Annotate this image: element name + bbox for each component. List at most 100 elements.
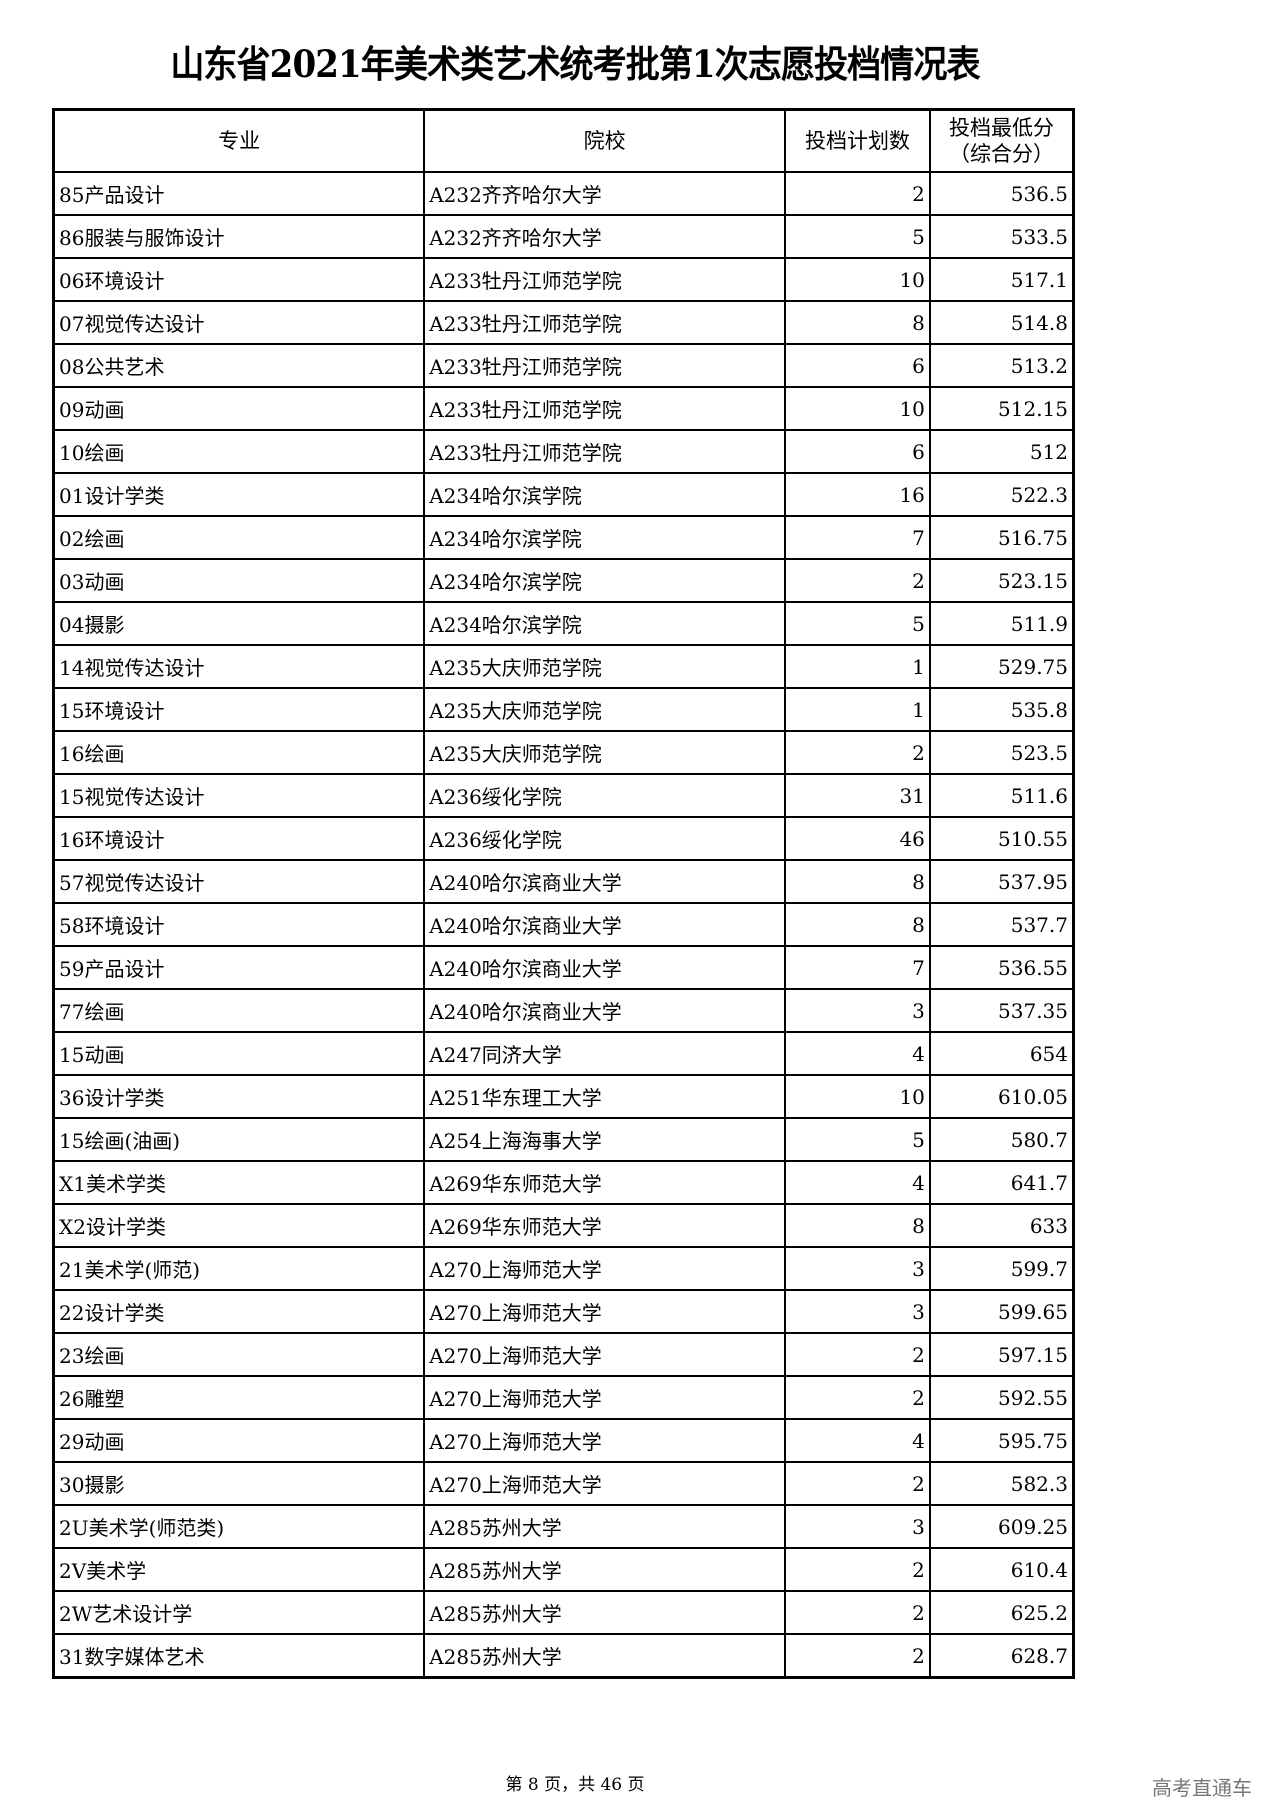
cell-min-score: 537.95 — [928, 859, 1075, 904]
cell-plan-count: 3 — [784, 1289, 931, 1334]
cell-school: A234哈尔滨学院 — [423, 472, 787, 517]
cell-major: 85产品设计 — [52, 171, 426, 216]
cell-school: A270上海师范大学 — [423, 1289, 787, 1334]
cell-school: A233牡丹江师范学院 — [423, 257, 787, 302]
cell-school: A285苏州大学 — [423, 1633, 787, 1679]
table-row: 06环境设计 A233牡丹江师范学院 10 517.1 — [52, 257, 1075, 302]
cell-plan-count: 2 — [784, 1633, 931, 1679]
cell-major: 23绘画 — [52, 1332, 426, 1377]
table-row: 36设计学类 A251华东理工大学 10 610.05 — [52, 1074, 1075, 1119]
cell-major: 59产品设计 — [52, 945, 426, 990]
cell-major: 30摄影 — [52, 1461, 426, 1506]
cell-min-score: 537.35 — [928, 988, 1075, 1033]
cell-plan-count: 10 — [784, 1074, 931, 1119]
cell-plan-count: 6 — [784, 343, 931, 388]
cell-school: A247同济大学 — [423, 1031, 787, 1076]
table-row: 86服装与服饰设计 A232齐齐哈尔大学 5 533.5 — [52, 214, 1075, 259]
cell-plan-count: 7 — [784, 945, 931, 990]
cell-min-score: 537.7 — [928, 902, 1075, 947]
cell-school: A234哈尔滨学院 — [423, 558, 787, 603]
cell-min-score: 529.75 — [928, 644, 1075, 689]
cell-major: X1美术学类 — [52, 1160, 426, 1205]
table-row: 16绘画 A235大庆师范学院 2 523.5 — [52, 730, 1075, 775]
cell-plan-count: 6 — [784, 429, 931, 474]
cell-min-score: 592.55 — [928, 1375, 1075, 1420]
cell-min-score: 633 — [928, 1203, 1075, 1248]
cell-major: 58环境设计 — [52, 902, 426, 947]
table-row: 31数字媒体艺术 A285苏州大学 2 628.7 — [52, 1633, 1075, 1679]
cell-plan-count: 3 — [784, 1504, 931, 1549]
cell-school: A285苏州大学 — [423, 1547, 787, 1592]
cell-plan-count: 46 — [784, 816, 931, 861]
cell-school: A269华东师范大学 — [423, 1203, 787, 1248]
cell-school: A232齐齐哈尔大学 — [423, 171, 787, 216]
admission-table: 专业 院校 投档计划数 投档最低分 （综合分） 85产品设计 A232齐齐哈尔大学… — [52, 108, 1075, 1679]
cell-school: A240哈尔滨商业大学 — [423, 945, 787, 990]
cell-plan-count: 4 — [784, 1160, 931, 1205]
table-row: 16环境设计 A236绥化学院 46 510.55 — [52, 816, 1075, 861]
cell-plan-count: 2 — [784, 1375, 931, 1420]
cell-school: A270上海师范大学 — [423, 1418, 787, 1463]
table-row: 58环境设计 A240哈尔滨商业大学 8 537.7 — [52, 902, 1075, 947]
cell-min-score: 536.55 — [928, 945, 1075, 990]
cell-school: A233牡丹江师范学院 — [423, 386, 787, 431]
table-row: 10绘画 A233牡丹江师范学院 6 512 — [52, 429, 1075, 474]
header-plan-count: 投档计划数 — [784, 108, 931, 173]
table-row: 15绘画(油画) A254上海海事大学 5 580.7 — [52, 1117, 1075, 1162]
cell-min-score: 536.5 — [928, 171, 1075, 216]
cell-plan-count: 5 — [784, 1117, 931, 1162]
cell-min-score: 512.15 — [928, 386, 1075, 431]
cell-min-score: 599.65 — [928, 1289, 1075, 1334]
table-row: 03动画 A234哈尔滨学院 2 523.15 — [52, 558, 1075, 603]
table-row: 59产品设计 A240哈尔滨商业大学 7 536.55 — [52, 945, 1075, 990]
cell-min-score: 582.3 — [928, 1461, 1075, 1506]
table-row: 2V美术学 A285苏州大学 2 610.4 — [52, 1547, 1075, 1592]
cell-major: 77绘画 — [52, 988, 426, 1033]
cell-major: 2W艺术设计学 — [52, 1590, 426, 1635]
table-row: 15环境设计 A235大庆师范学院 1 535.8 — [52, 687, 1075, 732]
cell-major: 57视觉传达设计 — [52, 859, 426, 904]
header-major: 专业 — [52, 108, 426, 173]
cell-min-score: 580.7 — [928, 1117, 1075, 1162]
cell-min-score: 533.5 — [928, 214, 1075, 259]
cell-school: A233牡丹江师范学院 — [423, 300, 787, 345]
cell-major: 07视觉传达设计 — [52, 300, 426, 345]
cell-major: 26雕塑 — [52, 1375, 426, 1420]
cell-plan-count: 5 — [784, 214, 931, 259]
cell-major: 03动画 — [52, 558, 426, 603]
cell-plan-count: 2 — [784, 1590, 931, 1635]
cell-min-score: 535.8 — [928, 687, 1075, 732]
cell-plan-count: 4 — [784, 1031, 931, 1076]
table-row: 77绘画 A240哈尔滨商业大学 3 537.35 — [52, 988, 1075, 1033]
cell-school: A233牡丹江师范学院 — [423, 429, 787, 474]
cell-major: 2V美术学 — [52, 1547, 426, 1592]
cell-school: A236绥化学院 — [423, 773, 787, 818]
page-title: 山东省2021年美术类艺术统考批第1次志愿投档情况表 — [170, 42, 980, 86]
cell-major: 02绘画 — [52, 515, 426, 560]
cell-school: A236绥化学院 — [423, 816, 787, 861]
cell-min-score: 511.6 — [928, 773, 1075, 818]
cell-major: 16环境设计 — [52, 816, 426, 861]
cell-school: A235大庆师范学院 — [423, 644, 787, 689]
cell-school: A254上海海事大学 — [423, 1117, 787, 1162]
table-row: 22设计学类 A270上海师范大学 3 599.65 — [52, 1289, 1075, 1334]
table-row: 08公共艺术 A233牡丹江师范学院 6 513.2 — [52, 343, 1075, 388]
cell-school: A232齐齐哈尔大学 — [423, 214, 787, 259]
table-row: 57视觉传达设计 A240哈尔滨商业大学 8 537.95 — [52, 859, 1075, 904]
cell-plan-count: 2 — [784, 1332, 931, 1377]
table-row: 30摄影 A270上海师范大学 2 582.3 — [52, 1461, 1075, 1506]
cell-min-score: 597.15 — [928, 1332, 1075, 1377]
cell-school: A240哈尔滨商业大学 — [423, 988, 787, 1033]
cell-min-score: 517.1 — [928, 257, 1075, 302]
cell-min-score: 610.4 — [928, 1547, 1075, 1592]
cell-plan-count: 3 — [784, 1246, 931, 1291]
header-school: 院校 — [423, 108, 787, 173]
cell-school: A285苏州大学 — [423, 1504, 787, 1549]
table-row: 2W艺术设计学 A285苏州大学 2 625.2 — [52, 1590, 1075, 1635]
cell-plan-count: 2 — [784, 1547, 931, 1592]
cell-school: A235大庆师范学院 — [423, 730, 787, 775]
cell-plan-count: 10 — [784, 386, 931, 431]
cell-major: 2U美术学(师范类) — [52, 1504, 426, 1549]
table-row: 15视觉传达设计 A236绥化学院 31 511.6 — [52, 773, 1075, 818]
cell-major: 15视觉传达设计 — [52, 773, 426, 818]
